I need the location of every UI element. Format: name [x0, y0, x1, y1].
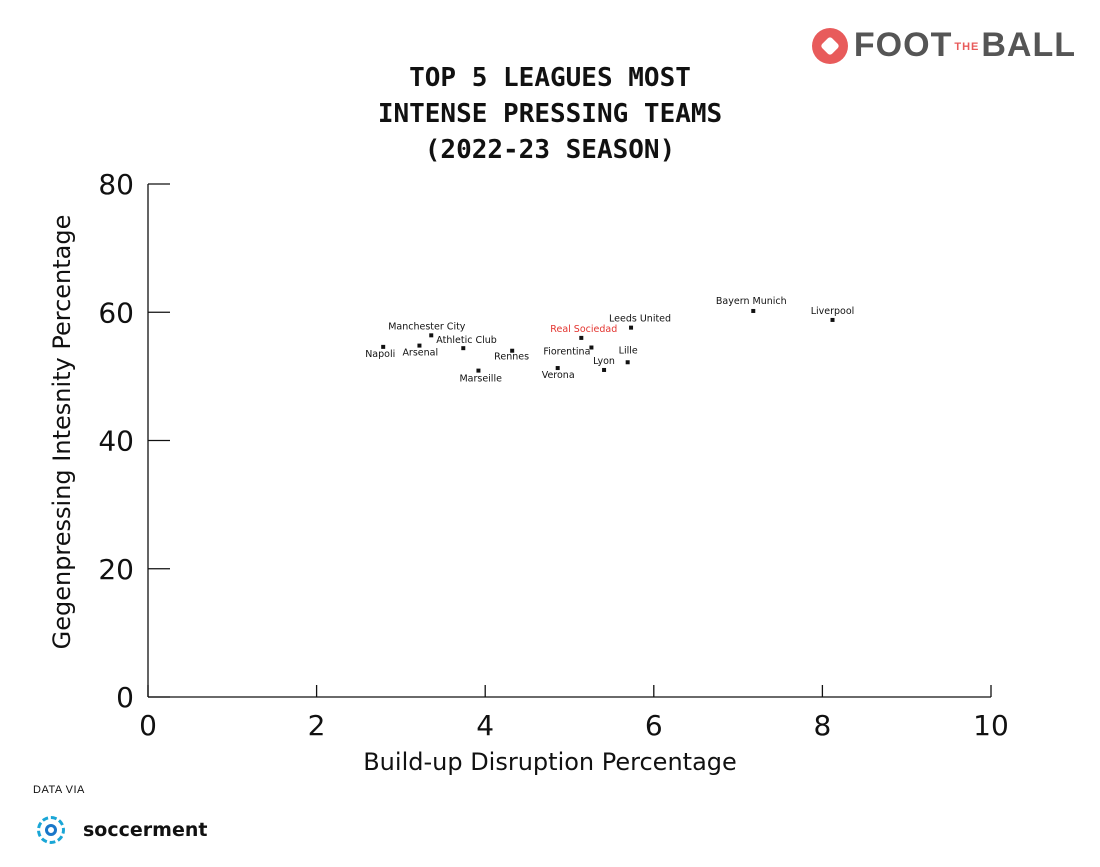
- point-label: Bayern Munich: [716, 296, 787, 307]
- data-via-label: DATA VIA: [33, 784, 85, 796]
- y-tick-label: 20: [98, 553, 134, 586]
- point-label: Real Sociedad: [550, 324, 617, 335]
- logo-text-left: FOOT: [853, 26, 953, 64]
- point-label: Fiorentina: [543, 347, 590, 358]
- point-label: Liverpool: [811, 306, 855, 317]
- data-point: [510, 348, 515, 353]
- point-label: Arsenal: [402, 348, 438, 359]
- data-point: [429, 333, 434, 338]
- x-tick-label: 0: [139, 709, 157, 742]
- soccerment-name: soccerment: [83, 819, 208, 841]
- logo-text-right: BALL: [981, 26, 1076, 64]
- point-label: Napoli: [365, 349, 395, 360]
- point-label: Verona: [542, 370, 575, 381]
- logo-wordmark: FOOT THEBALL: [854, 26, 1076, 65]
- y-tick-label: 80: [98, 168, 134, 201]
- y-axis-label: Gegenpressing Intesnity Percentage: [48, 215, 76, 650]
- point-label: Rennes: [494, 352, 529, 363]
- y-tick-label: 0: [116, 681, 134, 714]
- football-icon: [811, 27, 848, 64]
- x-tick-label: 10: [973, 709, 1009, 742]
- data-credit: DATA VIA soccerment: [33, 784, 207, 848]
- data-point: [417, 343, 422, 348]
- data-point: [579, 335, 584, 340]
- data-point: [751, 308, 756, 313]
- logo-text-mid: THE: [954, 41, 980, 54]
- point-label: Lille: [619, 345, 638, 356]
- x-tick-label: 2: [308, 709, 326, 742]
- point-label: Marseille: [459, 374, 502, 385]
- axes: 0 2 4 6 8 10 0 20 40 60 80: [98, 168, 1008, 742]
- data-point: [625, 360, 630, 365]
- x-tick-label: 6: [645, 709, 663, 742]
- x-tick-label: 4: [476, 709, 494, 742]
- point-label: Leeds United: [609, 314, 671, 325]
- y-tick-label: 40: [98, 425, 134, 458]
- y-tick-label: 60: [98, 296, 134, 329]
- chart-title-line-2: INTENSE PRESSING TEAMS: [378, 99, 722, 129]
- x-tick-label: 8: [813, 709, 831, 742]
- data-point: [381, 344, 386, 349]
- data-point: [830, 317, 835, 322]
- point-label: Athletic Club: [436, 335, 497, 346]
- data-point: [589, 345, 594, 350]
- chart-title-line-1: TOP 5 LEAGUES MOST: [409, 63, 691, 93]
- point-label: Lyon: [593, 356, 615, 367]
- point-label: Manchester City: [388, 321, 466, 332]
- data-point: [461, 346, 466, 351]
- data-point: [602, 367, 607, 372]
- soccerment-logo-icon: [33, 812, 69, 848]
- chart-title: TOP 5 LEAGUES MOST INTENSE PRESSING TEAM…: [378, 63, 722, 165]
- chart-title-line-3: (2022-23 SEASON): [425, 135, 675, 165]
- soccerment-brand: soccerment: [33, 812, 207, 848]
- x-axis-label: Build-up Disruption Percentage: [363, 748, 737, 776]
- data-point: [476, 368, 481, 373]
- footballl-logo: FOOT THEBALL: [811, 26, 1076, 65]
- data-point: [629, 325, 634, 330]
- data-point: [555, 366, 560, 371]
